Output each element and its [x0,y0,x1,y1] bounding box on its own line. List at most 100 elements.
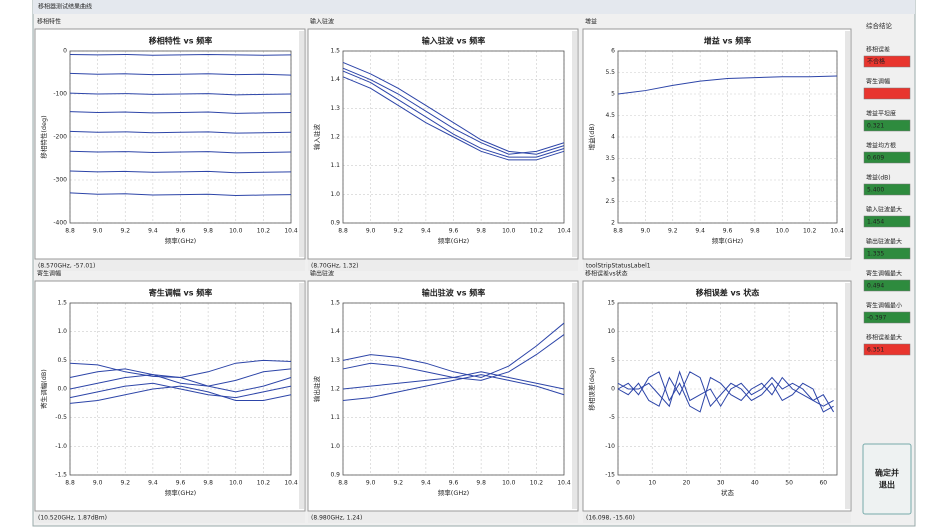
button-label[interactable]: 确定并 [875,468,899,478]
y-tick-label: 6 [611,48,615,55]
panel-frame [307,280,579,512]
x-tick-label: 8.8 [65,228,75,235]
status-text: (8.70GHz, 1.32) [311,263,359,270]
x-tick-label: 9.8 [476,480,486,487]
series-line [342,371,565,390]
status-strip [583,512,851,523]
status-strip [308,260,578,271]
panel-label: 输入驻波 [310,18,334,26]
series-line [69,170,292,174]
y-tick-label: -100 [53,91,67,98]
indicator-value: -0.397 [867,315,887,322]
series-line [342,62,565,155]
y-axis-label: 移相误差(deg) [587,367,596,410]
x-tick-label: 8.8 [338,480,348,487]
indicator-value: 5.400 [867,187,884,194]
x-tick-label: 10.2 [803,228,817,235]
x-tick-label: 9.4 [148,228,158,235]
indicator-box [863,151,911,164]
y-tick-label: 3.5 [605,155,615,162]
x-tick-label: 9.6 [176,228,186,235]
series-line [69,150,292,154]
x-tick-label: 10.2 [257,480,271,487]
indicator-label: 增益均方根 [866,142,896,150]
panel-label: 增益 [585,18,597,26]
scrollbar [572,31,577,257]
y-tick-label: 15 [607,300,615,307]
indicator-box [863,119,911,132]
y-tick-label: 1.2 [330,134,340,141]
x-tick-label: 30 [717,480,725,487]
indicator-value: 1.335 [867,251,884,258]
x-tick-label: 10.0 [502,480,516,487]
button-label[interactable]: 退出 [879,480,895,490]
chart-title: 输出驻波 vs 频率 [422,288,486,298]
y-tick-label: -200 [53,134,67,141]
x-tick-label: 0 [616,480,620,487]
indicator-value: 0.321 [867,123,884,130]
series-line [342,70,565,158]
series-line [342,67,565,155]
scrollbar [845,31,850,257]
x-tick-label: 10 [648,480,656,487]
x-tick-label: 9.0 [641,228,651,235]
x-tick-label: 10.0 [776,228,790,235]
indicator-value: 1.454 [867,219,884,226]
indicator-value: 0.494 [867,283,884,290]
y-tick-label: 0.5 [57,357,67,364]
chart-title: 移相误差 vs 状态 [696,288,760,298]
series-line [342,322,565,379]
y-axis-label: 输入驻波 [312,124,321,151]
x-tick-label: 10.2 [257,228,271,235]
x-tick-label: 10.2 [530,480,544,487]
indicator-value: 6.351 [867,347,884,354]
x-tick-label: 9.6 [176,480,186,487]
scrollbar [845,283,850,509]
x-tick-label: 10.0 [229,480,243,487]
status-strip [308,512,578,523]
x-tick-label: 9.6 [449,480,459,487]
chart-title: 增益 vs 频率 [704,36,752,46]
x-tick-label: 9.0 [93,228,103,235]
y-tick-label: 0.0 [57,386,67,393]
series-line [69,72,292,76]
scrollbar [572,283,577,509]
panel-label: 输出驻波 [310,270,334,278]
y-tick-label: 1.5 [57,300,67,307]
indicator-box [863,311,911,324]
y-tick-label: 1.1 [330,414,340,421]
indicator-label: 寄生调幅最大 [866,270,902,278]
x-tick-label: 8.8 [613,228,623,235]
indicator-box [863,215,911,228]
x-axis-label: 频率(GHz) [165,236,196,245]
confirm-button[interactable] [862,443,912,515]
series-line [617,75,838,95]
y-tick-label: 0 [63,48,67,55]
y-tick-label: -1.0 [55,443,67,450]
panel-label: 寄生调幅 [37,270,61,278]
y-tick-label: 5.5 [605,69,615,76]
indicator-value: 不合格 [867,58,885,66]
series-line [69,111,292,114]
y-tick-label: 1.0 [57,328,67,335]
series-line [69,385,292,404]
x-tick-label: 9.0 [366,480,376,487]
status-strip [35,260,305,271]
y-tick-label: -0.5 [55,414,67,421]
panel-label: 移相特性 [37,18,61,26]
series-line [69,92,292,96]
x-tick-label: 9.2 [120,228,130,235]
y-tick-label: 1.4 [330,76,340,83]
indicator-label: 移相误差 [866,46,890,54]
indicator-label: 增益(dB) [866,174,891,182]
x-tick-label: 9.0 [93,480,103,487]
x-tick-label: 9.2 [393,480,403,487]
y-tick-label: 4 [611,134,615,141]
indicator-box [863,183,911,196]
title-bar [33,0,915,14]
chart-title: 移相特性 vs 频率 [149,36,213,46]
sidebar-title: 综合结论 [866,21,893,30]
indicator-label: 增益平坦度 [866,110,896,118]
indicator-label: 输出驻波最大 [866,238,902,246]
